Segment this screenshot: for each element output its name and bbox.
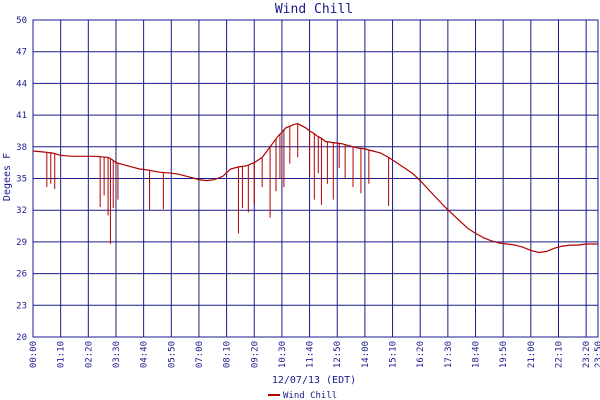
x-tick-label: 22:10: [554, 341, 564, 368]
x-tick-label: 21:00: [527, 341, 537, 368]
grid: [33, 20, 598, 337]
x-tick-label: 19:50: [499, 341, 509, 368]
x-tick-label: 18:40: [472, 341, 482, 368]
y-axis-label: Degees F: [2, 153, 13, 201]
y-tick-label: 50: [16, 16, 27, 26]
legend-label: Wind Chill: [283, 391, 337, 400]
y-tick-label: 26: [16, 270, 27, 280]
y-tick-label: 29: [16, 238, 27, 248]
x-tick-label: 07:00: [195, 341, 205, 368]
x-tick-label: 05:50: [167, 341, 177, 368]
x-tick-label: 10:30: [278, 341, 288, 368]
x-tick-label: 00:00: [29, 341, 39, 368]
x-tick-label: 02:20: [84, 341, 94, 368]
x-axis-label: 12/07/13 (EDT): [272, 375, 356, 386]
x-tick-label: 12:50: [333, 341, 343, 368]
x-tick-label: 17:30: [444, 341, 454, 368]
x-tick-label: 03:30: [112, 341, 122, 368]
series-line: [32, 122, 598, 254]
legend: Wind Chill: [268, 391, 337, 400]
y-tick-label: 35: [16, 175, 27, 185]
y-tick-label: 32: [16, 206, 27, 216]
y-tick-label: 20: [16, 333, 27, 343]
x-tick-label: 11:40: [306, 341, 316, 368]
series-wind-chill: [32, 122, 598, 254]
y-tick-label: 38: [16, 143, 27, 153]
x-tick-label: 04:40: [140, 341, 150, 368]
chart-title: Wind Chill: [275, 2, 353, 17]
x-tick-label: 01:10: [57, 341, 67, 368]
x-tick-label: 16:20: [416, 341, 426, 368]
x-tick-label: 09:20: [250, 341, 260, 368]
y-axis-ticks: 20 23 26 29 32 35 38 41 44 47 50: [16, 16, 27, 343]
x-tick-label: 08:10: [223, 341, 233, 368]
y-tick-label: 23: [16, 301, 27, 311]
x-tick-label: 15:10: [389, 341, 399, 368]
x-tick-label: 14:00: [361, 341, 371, 368]
y-tick-label: 44: [16, 79, 27, 89]
y-tick-label: 47: [16, 48, 27, 58]
y-tick-label: 41: [16, 111, 27, 121]
x-axis-ticks: 00:00 01:10 02:20 03:30 04:40 05:50 07:00 08:10…: [29, 341, 600, 368]
x-tick-label: 23:20: [582, 341, 592, 368]
x-tick-label: 23:50: [594, 341, 600, 368]
